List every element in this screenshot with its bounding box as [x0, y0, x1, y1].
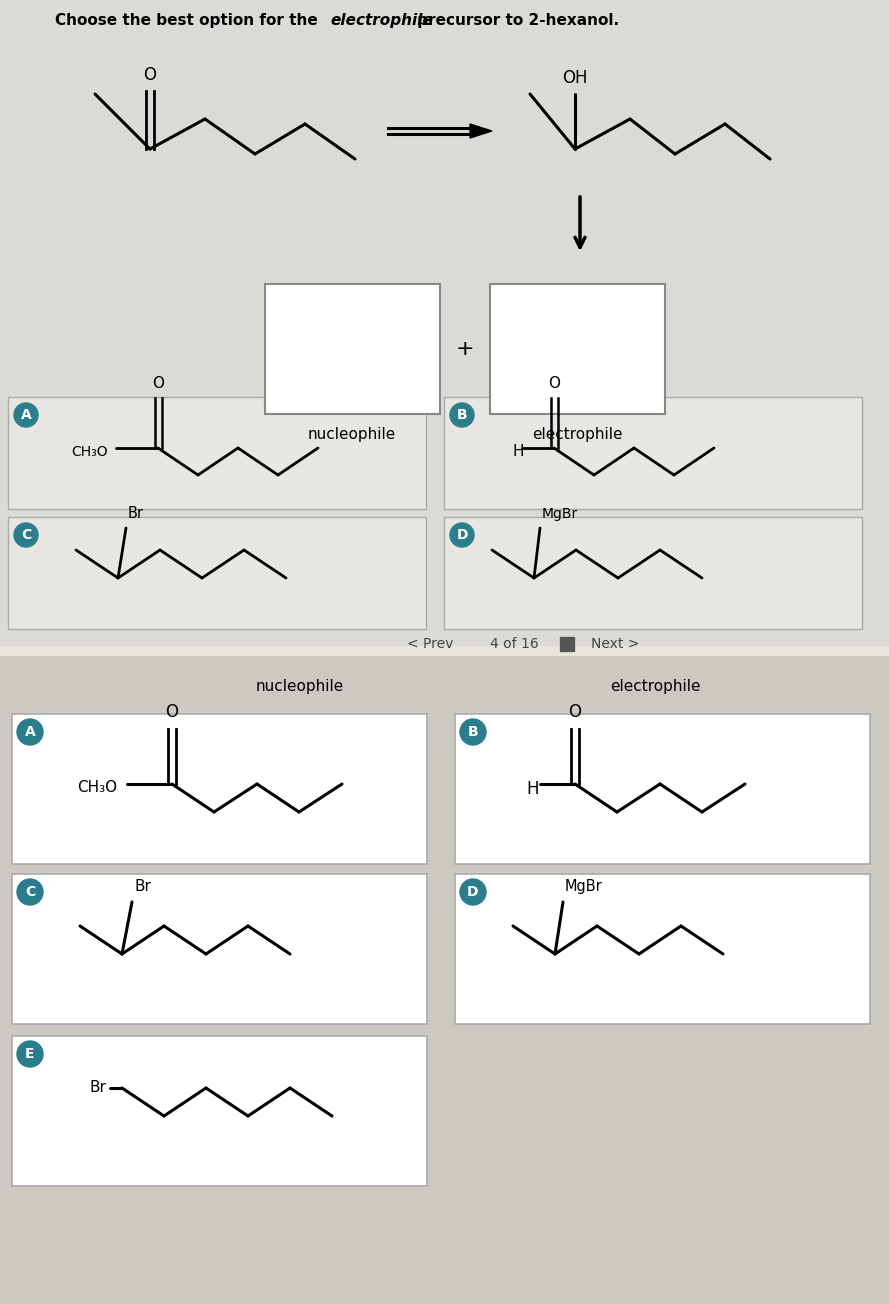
Text: C: C [25, 885, 36, 898]
Text: B: B [468, 725, 478, 739]
Bar [12, 715, 427, 865]
Text: OH: OH [562, 69, 588, 87]
Text: nucleophile: nucleophile [308, 426, 396, 442]
Bar [444, 516, 862, 629]
Text: E: E [25, 1047, 35, 1061]
Circle shape [450, 403, 474, 426]
Text: O: O [152, 376, 164, 391]
Text: C: C [20, 528, 31, 542]
Text: CH₃O: CH₃O [71, 445, 108, 459]
Text: Br: Br [134, 879, 151, 895]
Bar [265, 284, 440, 413]
Text: 4 of 16: 4 of 16 [490, 636, 539, 651]
Text: B: B [457, 408, 468, 422]
Circle shape [460, 719, 486, 745]
Text: nucleophile: nucleophile [256, 678, 344, 694]
Text: D: D [456, 528, 468, 542]
Text: O: O [548, 376, 560, 391]
Text: Br: Br [89, 1080, 106, 1094]
Bar [8, 396, 426, 509]
Bar [455, 874, 870, 1024]
Text: CH₃O: CH₃O [76, 781, 117, 795]
Bar [455, 715, 870, 865]
Text: MgBr: MgBr [542, 507, 578, 522]
Text: H: H [527, 780, 540, 798]
Text: +: + [456, 339, 475, 359]
Text: D: D [468, 885, 479, 898]
Bar [444, 396, 862, 509]
Bar [12, 1035, 427, 1187]
Text: O: O [143, 67, 156, 83]
Text: O: O [568, 703, 581, 721]
Circle shape [14, 403, 38, 426]
Text: < Prev: < Prev [407, 636, 453, 651]
Circle shape [17, 719, 43, 745]
Text: H: H [512, 443, 524, 459]
Bar [490, 284, 665, 413]
Text: O: O [165, 703, 179, 721]
Circle shape [450, 523, 474, 546]
Bar [8, 516, 426, 629]
Text: Next >: Next > [591, 636, 639, 651]
Text: electrophile: electrophile [532, 426, 622, 442]
Circle shape [14, 523, 38, 546]
Bar [0, 649, 889, 1304]
Polygon shape [470, 124, 492, 138]
Text: A: A [20, 408, 31, 422]
Text: A: A [25, 725, 36, 739]
Text: MgBr: MgBr [565, 879, 603, 895]
Bar [0, 645, 889, 656]
Bar [0, 0, 889, 649]
Circle shape [17, 1041, 43, 1067]
Text: electrophile: electrophile [330, 13, 433, 27]
Text: precursor to 2-hexanol.: precursor to 2-hexanol. [412, 13, 619, 27]
Bar [12, 874, 427, 1024]
Circle shape [460, 879, 486, 905]
Circle shape [17, 879, 43, 905]
Text: Br: Br [128, 506, 144, 522]
Text: Choose the best option for the: Choose the best option for the [55, 13, 323, 27]
Text: electrophile: electrophile [610, 678, 701, 694]
